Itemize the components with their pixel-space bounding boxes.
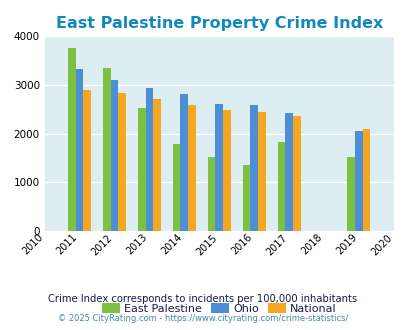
Bar xyxy=(103,68,111,231)
Bar xyxy=(347,156,354,231)
Bar xyxy=(207,156,215,231)
Bar xyxy=(111,80,118,231)
Legend: East Palestine, Ohio, National: East Palestine, Ohio, National xyxy=(97,299,340,318)
Bar xyxy=(222,110,230,231)
Bar xyxy=(153,99,160,231)
Bar xyxy=(68,48,76,231)
Bar xyxy=(242,165,250,231)
Bar xyxy=(277,143,285,231)
Bar xyxy=(354,131,362,231)
Bar xyxy=(76,69,83,231)
Bar xyxy=(145,88,153,231)
Text: © 2025 CityRating.com - https://www.cityrating.com/crime-statistics/: © 2025 CityRating.com - https://www.city… xyxy=(58,314,347,323)
Bar xyxy=(118,93,126,231)
Bar xyxy=(83,90,91,231)
Bar xyxy=(257,112,265,231)
Bar xyxy=(180,94,188,231)
Bar xyxy=(188,105,195,231)
Bar xyxy=(215,105,222,231)
Bar xyxy=(250,105,257,231)
Bar xyxy=(173,144,180,231)
Bar xyxy=(362,129,369,231)
Bar xyxy=(292,116,300,231)
Bar xyxy=(285,113,292,231)
Text: Crime Index corresponds to incidents per 100,000 inhabitants: Crime Index corresponds to incidents per… xyxy=(48,294,357,304)
Bar xyxy=(138,108,145,231)
Title: East Palestine Property Crime Index: East Palestine Property Crime Index xyxy=(55,16,382,31)
